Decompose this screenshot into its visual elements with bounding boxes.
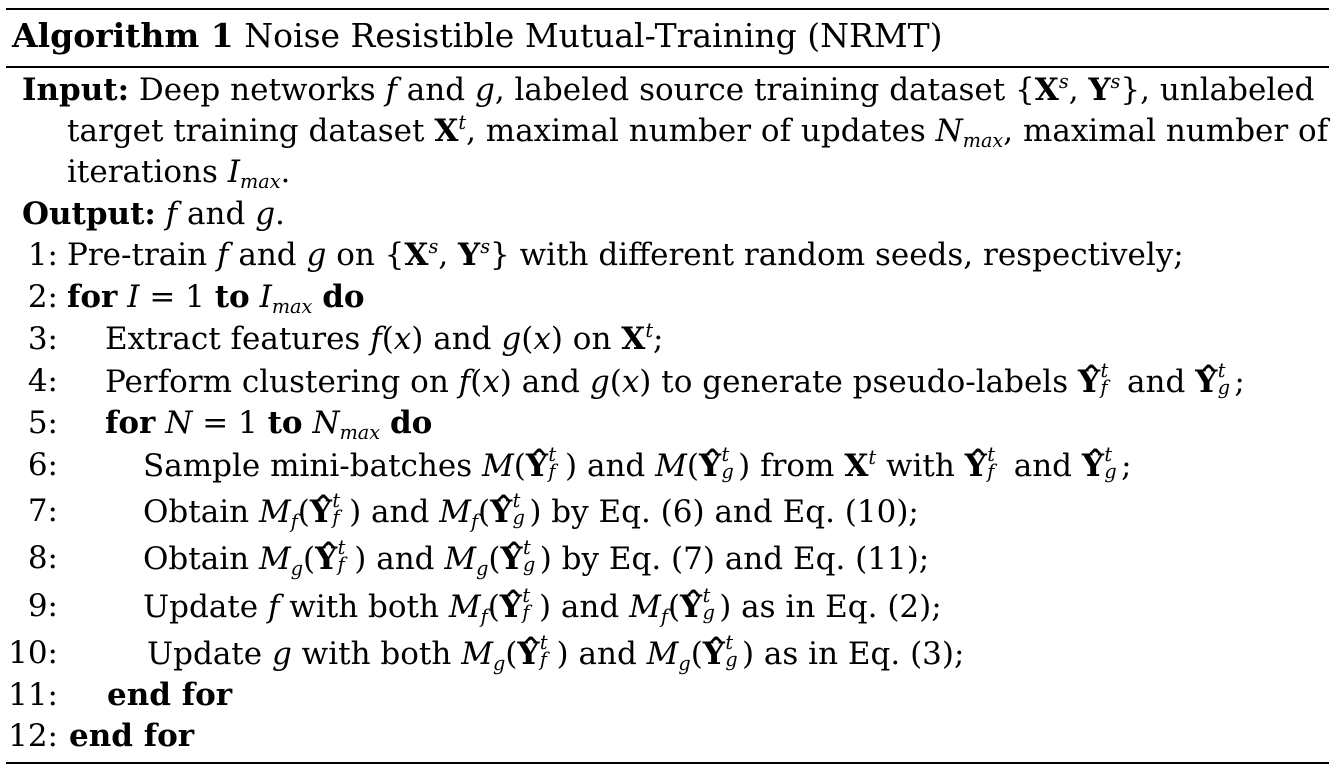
step-number: 8: xyxy=(27,540,58,576)
step-number: 9: xyxy=(27,588,58,624)
step-10: 10: Update g with both Mg(Ytf) and Mg(Yt… xyxy=(0,631,1333,674)
step-5: 5: for N = 1 to Nmax do xyxy=(0,403,1333,444)
output-line: Output: f and g. xyxy=(22,196,285,232)
step-number: 7: xyxy=(27,493,58,529)
step-9: 9: Update f with both Mf(Ytf) and Mf(Ytg… xyxy=(0,584,1333,627)
step-number: 1: xyxy=(27,237,58,273)
step-number: 12: xyxy=(8,718,58,754)
input-label: Input: xyxy=(22,72,130,108)
step-number: 2: xyxy=(27,279,58,315)
step-7: 7: Obtain Mf(Ytf) and Mf(Ytg) by Eq. (6)… xyxy=(0,489,1333,532)
input-line-2: target training dataset Xt, maximal numb… xyxy=(67,111,1329,153)
step-text: end for xyxy=(107,677,233,713)
step-2: 2: for I = 1 to Imax do xyxy=(0,277,1333,318)
step-8: 8: Obtain Mg(Ytf) and Mg(Ytg) by Eq. (7)… xyxy=(0,536,1333,579)
step-number: 11: xyxy=(8,677,58,713)
step-number: 10: xyxy=(8,635,58,671)
step-11: 11: end for xyxy=(0,675,1333,716)
step-number: 6: xyxy=(27,447,58,483)
algorithm-label: Algorithm 1 xyxy=(12,16,234,55)
caption-rule xyxy=(6,66,1329,68)
step-4: 4: Perform clustering on f(x) and g(x) t… xyxy=(0,359,1333,402)
bottom-rule xyxy=(6,762,1329,764)
algorithm-title: Noise Resistible Mutual-Training (NRMT) xyxy=(244,16,943,55)
top-rule xyxy=(6,8,1329,10)
step-3: 3: Extract features f(x) and g(x) on Xt; xyxy=(0,319,1333,360)
algorithm-caption: Algorithm 1 Noise Resistible Mutual-Trai… xyxy=(0,15,1333,56)
step-12: 12: end for xyxy=(0,716,1333,757)
input-line-1: Input: Deep networks f and g, labeled so… xyxy=(22,70,1315,108)
step-text: end for xyxy=(69,718,195,754)
input-line-3: iterations Imax. xyxy=(67,154,291,194)
step-number: 3: xyxy=(27,321,58,357)
step-number: 4: xyxy=(27,363,58,399)
step-number: 5: xyxy=(27,405,58,441)
step-1: 1: Pre-train f and g on {Xs, Ys} with di… xyxy=(0,235,1333,276)
step-6: 6: Sample mini-batches M(Ytf) and M(Ytg)… xyxy=(0,443,1333,486)
output-label: Output: xyxy=(22,196,156,232)
